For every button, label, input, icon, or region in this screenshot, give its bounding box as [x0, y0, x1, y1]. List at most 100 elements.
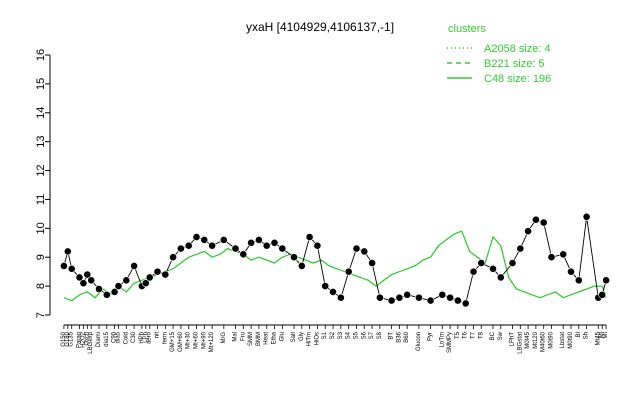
data-point	[496, 273, 505, 282]
x-tick-label: T7	[470, 331, 476, 339]
x-tick-label: Paraq	[77, 332, 83, 348]
y-tick-label: 15	[35, 78, 47, 90]
x-tick-label: Gly	[299, 332, 305, 341]
x-tick-label: Bl	[576, 332, 582, 337]
series-line-c48	[63, 230, 607, 302]
x-tick-label: GM+60	[178, 331, 184, 352]
x-tick-label: HPh	[139, 332, 145, 344]
x-tick-label: Mt+60	[194, 331, 200, 349]
data-point	[598, 290, 607, 299]
data-point	[305, 233, 314, 241]
x-tick-label: G135	[69, 331, 75, 346]
data-point	[95, 285, 103, 293]
data-point	[508, 259, 517, 267]
data-point	[539, 218, 548, 227]
data-point	[247, 238, 255, 247]
x-tick-label: S2	[330, 331, 336, 339]
data-point	[114, 282, 123, 290]
data-point	[368, 259, 376, 267]
data-point	[231, 244, 240, 253]
data-point	[313, 241, 322, 250]
x-tick-label: T8	[478, 331, 484, 339]
x-tick-label: LBGstat	[517, 332, 523, 354]
data-point	[297, 261, 306, 270]
x-tick-label: Mal	[233, 332, 239, 342]
x-tick-label: aero	[147, 331, 153, 344]
data-point	[469, 267, 478, 276]
data-point	[426, 296, 435, 305]
x-tick-label: C30	[131, 331, 137, 343]
x-tick-label: SMM	[248, 332, 254, 346]
legend-title: clusters	[448, 23, 486, 35]
data-point	[192, 233, 201, 241]
data-point	[208, 241, 216, 250]
data-point	[602, 276, 610, 285]
x-tick-label: Mt+30	[186, 331, 192, 349]
data-point	[559, 250, 568, 259]
data-point	[184, 241, 193, 250]
data-point	[582, 212, 591, 221]
data-point	[360, 247, 369, 256]
data-point	[438, 290, 447, 299]
data-point	[60, 261, 68, 270]
x-tick-label: Oxctl	[84, 332, 90, 346]
x-tick-label: T6	[463, 331, 469, 339]
x-tick-label: Mt+90	[201, 331, 207, 349]
series-line-gene	[63, 216, 607, 304]
data-point	[461, 299, 470, 308]
data-point	[130, 261, 138, 270]
y-axis: 7 8 9 10 11 12 13 14 15 16	[35, 49, 51, 318]
data-point	[145, 273, 154, 282]
y-tick-label: 13	[35, 136, 47, 148]
legend-entry: B221 size: 5	[484, 58, 545, 70]
x-tick-label: Mt45	[595, 331, 601, 345]
x-tick-label: Heat	[264, 332, 270, 345]
data-point	[262, 241, 271, 250]
chart-title: yxaH [4104929,4106137,-1]	[246, 20, 394, 34]
legend-entry: C48 size: 196	[484, 73, 551, 85]
x-tick-label: H2O2	[80, 331, 86, 347]
x-tick-label: Etha	[272, 331, 278, 344]
x-tick-label: B36	[396, 331, 402, 342]
data-point	[446, 293, 454, 302]
x-tick-label: S8	[377, 331, 383, 339]
y-tick-label: 12	[35, 164, 47, 176]
x-tick-label: Glucon	[416, 332, 422, 351]
x-tick-label: Mt120	[533, 331, 539, 348]
data-point	[574, 276, 583, 285]
x-tick-label: BMM	[256, 332, 262, 346]
data-point	[153, 267, 162, 276]
data-point	[344, 267, 353, 276]
x-tick-label: Mt	[603, 332, 609, 339]
x-tick-label: Glu	[279, 332, 285, 341]
x-tick-label: S1	[322, 331, 328, 339]
x-tick-label: BC	[490, 331, 496, 340]
x-tick-label: M0t90	[568, 331, 574, 348]
data-point	[321, 282, 330, 290]
x-tick-label: B60	[404, 331, 410, 342]
x-tick-label: S5	[353, 331, 359, 339]
data-point	[329, 287, 337, 296]
x-tick-label: dia15	[104, 331, 110, 346]
data-point	[169, 253, 177, 262]
x-tick-label: Cold	[123, 332, 129, 344]
data-point	[403, 290, 412, 299]
series-layer	[60, 212, 610, 308]
y-tick-label: 11	[35, 194, 47, 205]
x-tick-label: LBGexp	[88, 331, 94, 353]
data-point	[387, 296, 396, 305]
data-point	[200, 235, 209, 244]
x-tick-label: LPhT	[509, 332, 515, 347]
data-point	[453, 296, 462, 305]
x-tick-label: S3	[338, 331, 344, 339]
x-tick-label: dia5	[116, 331, 122, 343]
data-point	[87, 276, 96, 285]
x-tick-label: Sh	[584, 332, 590, 339]
legend: clusters A2058 size: 4 B221 size: 5 C48 si…	[447, 23, 551, 85]
x-tick-label: Diami	[96, 332, 102, 347]
y-tick-label: 7	[35, 312, 47, 318]
data-point	[375, 293, 384, 302]
x-tick-label: ferm	[162, 332, 168, 344]
data-point	[524, 227, 532, 236]
